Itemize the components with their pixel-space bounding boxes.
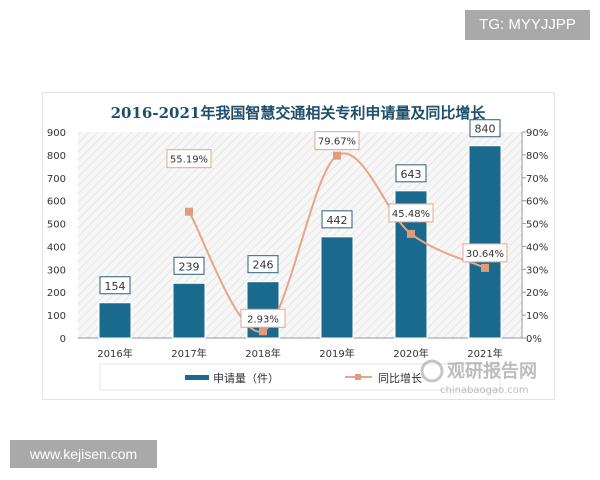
y-right-tick-label: 80%	[526, 151, 548, 162]
y-right-tick-label: 70%	[526, 174, 548, 185]
y-left-tick-label: 800	[47, 151, 66, 162]
x-tick-label: 2018年	[245, 347, 280, 360]
bar-label-box	[247, 255, 279, 274]
bar	[320, 236, 354, 339]
line-data-label: 30.64%	[466, 249, 504, 260]
y-right-tick-label: 60%	[526, 197, 548, 208]
x-tick-label: 2021年	[467, 347, 502, 360]
bar-label-box	[321, 210, 353, 229]
watermark-top: TG: MYYJJPP	[465, 10, 590, 40]
svg-text:chinabaogao.com: chinabaogao.com	[440, 385, 529, 396]
bar-data-label: 840	[475, 123, 496, 136]
bar-label-box	[99, 276, 131, 295]
y-left-tick-label: 200	[47, 288, 66, 299]
y-right-tick-label: 20%	[526, 288, 548, 299]
line-marker	[333, 151, 341, 160]
legend-bar-label: 申请量（件）	[213, 372, 279, 385]
y-right-tick-label: 10%	[526, 311, 548, 322]
legend-line-marker	[355, 374, 361, 380]
bar	[468, 145, 502, 339]
bar	[98, 302, 132, 339]
bar-data-label: 643	[401, 168, 422, 181]
bar-data-label: 246	[253, 259, 274, 272]
line-data-label: 2.93%	[247, 314, 279, 325]
y-right-tick-label: 40%	[526, 242, 548, 253]
bar-data-label: 154	[105, 280, 126, 293]
y-left-tick-label: 500	[47, 220, 66, 231]
line-data-label: 55.19%	[170, 155, 208, 166]
line-label-box	[462, 243, 508, 263]
watermark-bottom: www.kejisen.com	[10, 440, 157, 468]
y-left-tick-label: 400	[47, 242, 66, 253]
x-tick-label: 2020年	[393, 347, 428, 360]
y-left-tick-label: 100	[47, 311, 66, 322]
legend-bar-swatch	[185, 375, 209, 380]
y-right-tick-label: 50%	[526, 220, 548, 231]
x-tick-label: 2017年	[171, 347, 206, 360]
y-right-tick-label: 30%	[526, 265, 548, 276]
line-label-box	[166, 149, 212, 169]
bar	[172, 282, 206, 339]
line-marker	[185, 207, 193, 216]
line-data-label: 45.48%	[392, 209, 430, 220]
y-left-tick-label: 0	[60, 334, 66, 345]
legend-line-label: 同比增长	[378, 371, 422, 385]
line-label-box	[240, 308, 286, 328]
plot-area	[78, 132, 522, 338]
y-right-tick-label: 0%	[526, 334, 542, 345]
y-left-tick-label: 600	[47, 197, 66, 208]
line-label-box	[388, 203, 434, 223]
line-label-box	[314, 131, 360, 151]
line-data-label: 79.67%	[318, 137, 356, 148]
y-right-tick-label: 90%	[526, 128, 548, 139]
y-left-tick-label: 700	[47, 174, 66, 185]
svg-text:观研报告网: 观研报告网	[447, 360, 537, 382]
bar-data-label: 239	[179, 260, 200, 273]
growth-line	[188, 152, 486, 333]
legend: 申请量（件） 同比增长	[99, 363, 501, 391]
x-tick-label: 2016年	[97, 347, 132, 360]
bar-label-box	[469, 119, 501, 138]
line-marker	[407, 229, 415, 238]
bar-label-box	[173, 256, 205, 275]
y-left-tick-label: 900	[47, 128, 66, 139]
line-marker	[481, 263, 489, 272]
chart-title: 2016-2021年我国智慧交通相关专利申请量及同比增长	[111, 104, 487, 122]
logo-watermark: 观研报告网 chinabaogao.com	[420, 359, 537, 396]
bar-label-box	[395, 164, 427, 183]
y-left-tick-label: 300	[47, 265, 66, 276]
bar-data-label: 442	[327, 214, 348, 227]
line-marker	[259, 327, 267, 336]
x-tick-label: 2019年	[319, 347, 354, 360]
